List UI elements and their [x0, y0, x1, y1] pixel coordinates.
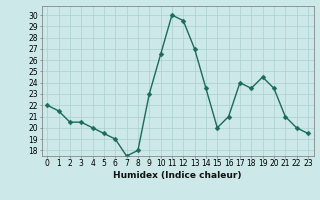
X-axis label: Humidex (Indice chaleur): Humidex (Indice chaleur) — [113, 171, 242, 180]
